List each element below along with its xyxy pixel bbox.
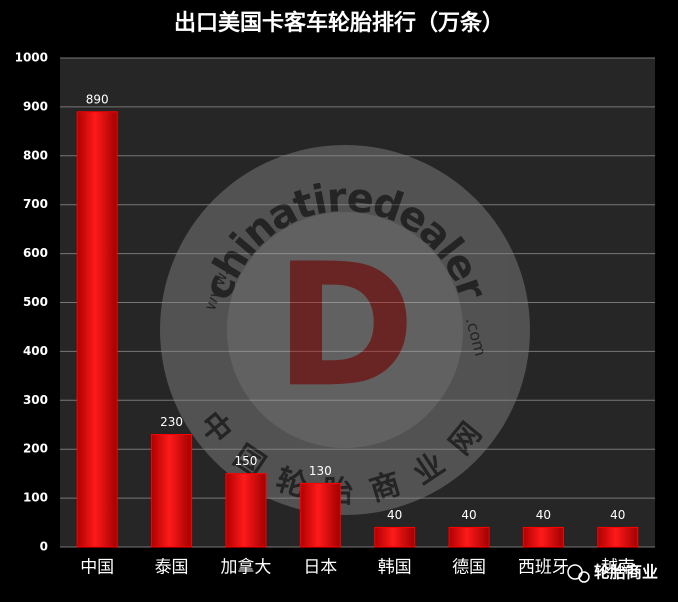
value-label: 40 [536,508,551,522]
value-label: 40 [461,508,476,522]
y-tick-label: 500 [23,295,48,309]
bar [151,434,193,548]
bar [76,111,118,548]
y-tick-label: 700 [23,197,48,211]
value-label: 890 [86,92,109,106]
bar [597,526,639,548]
y-tick-label: 0 [40,540,48,554]
watermark: D chinatiredealer www. .com 中国轮胎商业网 [160,145,530,515]
y-tick-label: 200 [23,442,48,456]
chart-title: 出口美国卡客车轮胎排行（万条） [174,10,504,36]
footer-text: 轮胎商业 [594,563,658,582]
wechat-icon [578,571,590,583]
x-tick-label: 越南 [601,558,635,578]
bar [225,473,267,548]
watermark-letter: D [274,227,415,425]
footer-badge: 轮胎商业 [567,563,658,583]
x-tick-label: 泰国 [155,558,189,578]
bar [522,526,564,548]
x-tick-label: 日本 [303,558,337,578]
x-tick-label: 中国 [80,558,114,578]
value-label: 40 [387,508,402,522]
x-tick-label: 韩国 [378,558,412,578]
bar [374,526,416,548]
y-tick-label: 800 [23,148,48,162]
x-tick-label: 德国 [452,558,486,578]
y-tick-label: 100 [23,491,48,505]
y-tick-label: 600 [23,246,48,260]
y-tick-label: 900 [23,99,48,113]
y-tick-label: 400 [23,344,48,358]
value-label: 150 [234,454,257,468]
bar [299,482,341,548]
watermark-disc [227,212,463,448]
value-label: 130 [309,464,332,478]
y-tick-label: 300 [23,393,48,407]
watermark-ring [160,145,530,515]
value-label: 40 [610,508,625,522]
bar [448,526,490,548]
y-tick-label: 1000 [15,51,48,65]
x-tick-label: 西班牙 [518,558,569,578]
x-tick-label: 加拿大 [220,557,271,578]
value-label: 230 [160,415,183,429]
